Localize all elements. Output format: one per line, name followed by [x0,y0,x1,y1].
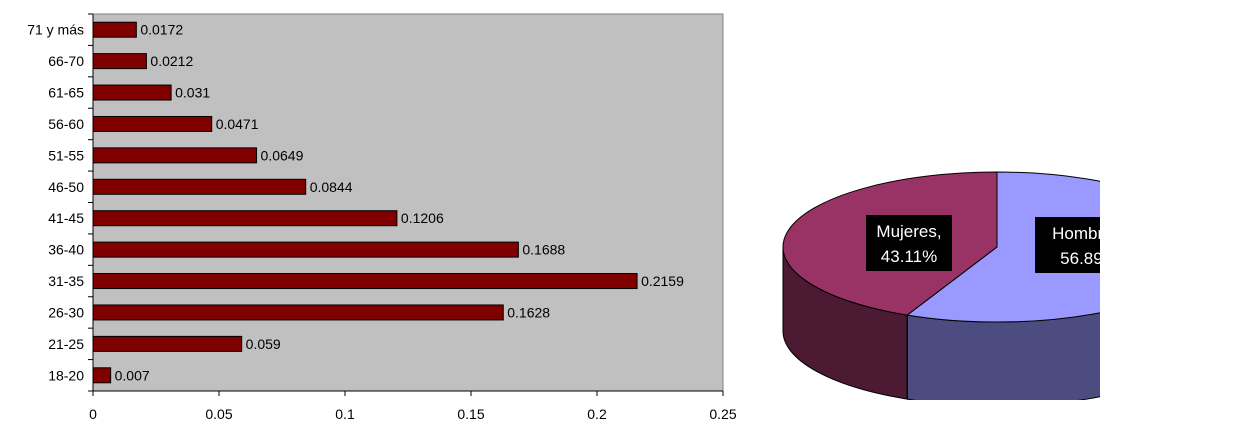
bar-51-55 [92,147,258,164]
bar-46-50 [92,178,307,195]
bar-data-label: 0.0212 [150,53,193,69]
y-tick-label: 21-25 [48,336,84,352]
x-tick-label: 0.25 [709,406,736,422]
bar-26-30 [92,304,504,321]
bar-66-70 [92,53,147,70]
pie-label-mujeres: Mujeres, 43.11% [866,215,952,271]
y-tick-label: 18-20 [48,367,84,383]
bar-56-60 [92,115,213,132]
y-tick-label: 31-35 [48,273,84,289]
pie-label-hombres: Hombres, 56.89% [1035,217,1100,273]
bar-data-label: 0.0471 [216,116,259,132]
x-tick-label: 0 [89,406,97,422]
x-tick-label: 0.15 [457,406,484,422]
bar-data-label: 0.1628 [507,304,550,320]
bar-61-65 [92,84,172,101]
bar-data-label: 0.0172 [140,22,183,38]
bar-36-40 [92,241,519,258]
plot-area [92,13,724,392]
bar-data-label: 0.2159 [641,273,684,289]
age-distribution-bar-chart: 0.007 0.059 0.1628 0.2159 0.1688 0.1206 0.0844… [27,13,737,422]
bar-data-label: 0.1688 [522,242,565,258]
y-tick-label: 26-30 [48,304,84,320]
x-tick-label: 0.05 [205,406,232,422]
bar-41-45 [92,210,398,227]
pie-label-hombres-line1: Hombres, [1052,224,1100,243]
pie-group: Mujeres, 43.11% Hombres, 56.89% [782,171,1100,400]
bar-data-label: 0.0649 [261,147,304,163]
bar-data-label: 0.031 [175,85,210,101]
gender-3d-pie-chart: Mujeres, 43.11% Hombres, 56.89% [782,171,1100,400]
pie-label-hombres-line2: 56.89% [1060,249,1100,268]
x-tick-label: 0.2 [587,406,607,422]
bar-data-label: 0.059 [246,336,281,352]
y-tick-label: 36-40 [48,242,84,258]
y-tick-label: 61-65 [48,85,84,101]
pie-label-mujeres-line2: 43.11% [881,247,937,266]
y-axis-tick-labels: 18-20 21-25 26-30 31-35 36-40 41-45 46-50 51-55… [27,13,94,392]
y-tick-label: 51-55 [48,147,84,163]
y-tick-label: 41-45 [48,210,84,226]
bar-21-25 [92,335,243,352]
y-tick-label: 71 y más [27,22,84,38]
bar-71-y-más [92,21,137,38]
bar-31-35 [92,273,638,290]
y-tick-label: 46-50 [48,179,84,195]
bar-labels-group: 0.007 0.059 0.1628 0.2159 0.1688 0.1206 0.0844… [115,22,684,384]
x-tick-label: 0.1 [335,406,355,422]
bar-data-label: 0.1206 [401,210,444,226]
bar-data-label: 0.0844 [310,179,353,195]
pie-slice-hombres [905,171,1100,323]
bar-18-20 [92,367,112,384]
x-axis-tick-labels: 0 0.05 0.1 0.15 0.2 0.25 [89,390,737,422]
y-tick-label: 56-60 [48,116,84,132]
pie-label-mujeres-line1: Mujeres, [876,222,941,241]
bar-data-label: 0.007 [115,367,150,383]
y-tick-label: 66-70 [48,53,84,69]
